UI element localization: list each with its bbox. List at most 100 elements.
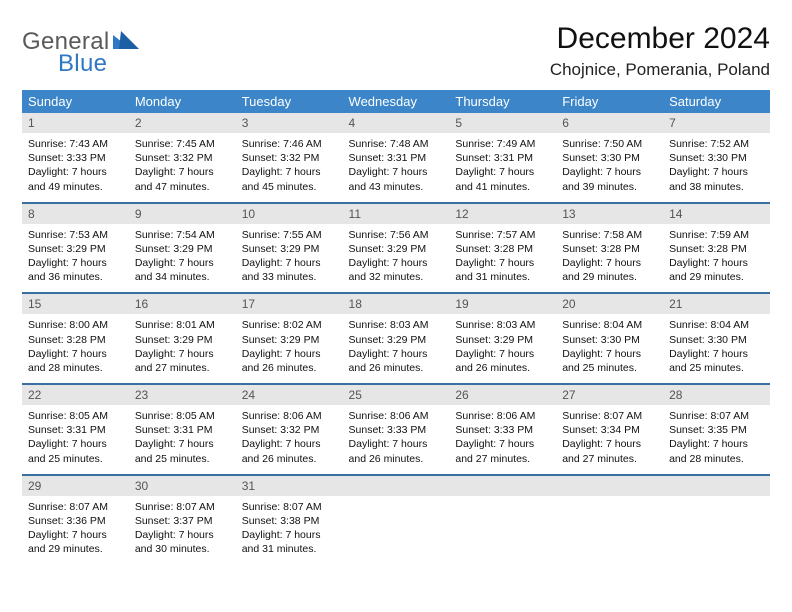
sunset-text: Sunset: 3:31 PM [28,423,123,437]
dh-sun: Sunday [22,90,129,113]
calendar-cell: 14Sunrise: 7:59 AMSunset: 3:28 PMDayligh… [663,203,770,294]
cell-body: Sunrise: 7:55 AMSunset: 3:29 PMDaylight:… [236,224,343,293]
calendar-cell: 1Sunrise: 7:43 AMSunset: 3:33 PMDaylight… [22,113,129,203]
daylight-text: Daylight: 7 hours and 38 minutes. [669,165,764,193]
day-number: 15 [22,294,129,314]
cell-body: Sunrise: 7:53 AMSunset: 3:29 PMDaylight:… [22,224,129,293]
brand-logo: General Blue [22,28,141,78]
calendar-cell [556,475,663,565]
sunrise-text: Sunrise: 7:46 AM [242,137,337,151]
daylight-text: Daylight: 7 hours and 45 minutes. [242,165,337,193]
sunrise-text: Sunrise: 7:52 AM [669,137,764,151]
daylight-text: Daylight: 7 hours and 30 minutes. [135,528,230,556]
calendar-week: 22Sunrise: 8:05 AMSunset: 3:31 PMDayligh… [22,384,770,475]
sunrise-text: Sunrise: 7:45 AM [135,137,230,151]
sunrise-text: Sunrise: 8:00 AM [28,318,123,332]
sunset-text: Sunset: 3:28 PM [562,242,657,256]
calendar-cell: 2Sunrise: 7:45 AMSunset: 3:32 PMDaylight… [129,113,236,203]
cell-body: Sunrise: 7:58 AMSunset: 3:28 PMDaylight:… [556,224,663,293]
day-number: 19 [449,294,556,314]
day-number: 23 [129,385,236,405]
cell-body: Sunrise: 7:59 AMSunset: 3:28 PMDaylight:… [663,224,770,293]
day-number: 13 [556,204,663,224]
day-number: 28 [663,385,770,405]
cell-body: Sunrise: 8:07 AMSunset: 3:37 PMDaylight:… [129,496,236,565]
day-header-row: Sunday Monday Tuesday Wednesday Thursday… [22,90,770,113]
calendar-cell: 28Sunrise: 8:07 AMSunset: 3:35 PMDayligh… [663,384,770,475]
cell-body: Sunrise: 7:50 AMSunset: 3:30 PMDaylight:… [556,133,663,202]
sunrise-text: Sunrise: 8:05 AM [135,409,230,423]
calendar-week: 8Sunrise: 7:53 AMSunset: 3:29 PMDaylight… [22,203,770,294]
sunset-text: Sunset: 3:29 PM [455,333,550,347]
daylight-text: Daylight: 7 hours and 28 minutes. [669,437,764,465]
cell-body: Sunrise: 8:03 AMSunset: 3:29 PMDaylight:… [343,314,450,383]
day-number: 22 [22,385,129,405]
day-number: 6 [556,113,663,133]
dh-mon: Monday [129,90,236,113]
cell-body: Sunrise: 8:03 AMSunset: 3:29 PMDaylight:… [449,314,556,383]
cell-body: Sunrise: 7:52 AMSunset: 3:30 PMDaylight:… [663,133,770,202]
calendar-week: 29Sunrise: 8:07 AMSunset: 3:36 PMDayligh… [22,475,770,565]
sunset-text: Sunset: 3:29 PM [242,242,337,256]
sunrise-text: Sunrise: 7:48 AM [349,137,444,151]
day-number: 18 [343,294,450,314]
sunset-text: Sunset: 3:29 PM [242,333,337,347]
calendar-cell: 19Sunrise: 8:03 AMSunset: 3:29 PMDayligh… [449,293,556,384]
daylight-text: Daylight: 7 hours and 25 minutes. [135,437,230,465]
calendar-cell [449,475,556,565]
calendar-cell: 21Sunrise: 8:04 AMSunset: 3:30 PMDayligh… [663,293,770,384]
cell-body: Sunrise: 8:07 AMSunset: 3:38 PMDaylight:… [236,496,343,565]
daylight-text: Daylight: 7 hours and 41 minutes. [455,165,550,193]
cell-body: Sunrise: 7:49 AMSunset: 3:31 PMDaylight:… [449,133,556,202]
daylight-text: Daylight: 7 hours and 36 minutes. [28,256,123,284]
sunset-text: Sunset: 3:30 PM [562,151,657,165]
calendar-cell: 6Sunrise: 7:50 AMSunset: 3:30 PMDaylight… [556,113,663,203]
daylight-text: Daylight: 7 hours and 26 minutes. [242,347,337,375]
calendar-table: Sunday Monday Tuesday Wednesday Thursday… [22,90,770,564]
day-number: 27 [556,385,663,405]
sunset-text: Sunset: 3:33 PM [349,423,444,437]
cell-body: Sunrise: 8:04 AMSunset: 3:30 PMDaylight:… [556,314,663,383]
cell-body: Sunrise: 8:05 AMSunset: 3:31 PMDaylight:… [129,405,236,474]
day-number: 5 [449,113,556,133]
sunset-text: Sunset: 3:29 PM [135,242,230,256]
sunset-text: Sunset: 3:33 PM [28,151,123,165]
sunset-text: Sunset: 3:28 PM [28,333,123,347]
sunrise-text: Sunrise: 7:55 AM [242,228,337,242]
daylight-text: Daylight: 7 hours and 25 minutes. [28,437,123,465]
cell-body: Sunrise: 7:57 AMSunset: 3:28 PMDaylight:… [449,224,556,293]
daylight-text: Daylight: 7 hours and 39 minutes. [562,165,657,193]
logo-triangle-icon [113,29,141,52]
day-number: 29 [22,476,129,496]
calendar-cell: 12Sunrise: 7:57 AMSunset: 3:28 PMDayligh… [449,203,556,294]
daylight-text: Daylight: 7 hours and 26 minutes. [242,437,337,465]
sunset-text: Sunset: 3:30 PM [669,333,764,347]
sunset-text: Sunset: 3:32 PM [135,151,230,165]
day-number: 14 [663,204,770,224]
day-number: 10 [236,204,343,224]
cell-body: Sunrise: 8:05 AMSunset: 3:31 PMDaylight:… [22,405,129,474]
calendar-cell: 16Sunrise: 8:01 AMSunset: 3:29 PMDayligh… [129,293,236,384]
cell-body: Sunrise: 7:43 AMSunset: 3:33 PMDaylight:… [22,133,129,202]
calendar-cell [663,475,770,565]
sunrise-text: Sunrise: 8:07 AM [562,409,657,423]
sunrise-text: Sunrise: 8:07 AM [135,500,230,514]
calendar-cell: 18Sunrise: 8:03 AMSunset: 3:29 PMDayligh… [343,293,450,384]
cell-body: Sunrise: 7:48 AMSunset: 3:31 PMDaylight:… [343,133,450,202]
sunset-text: Sunset: 3:38 PM [242,514,337,528]
day-number: 20 [556,294,663,314]
daylight-text: Daylight: 7 hours and 31 minutes. [242,528,337,556]
header: General Blue December 2024 Chojnice, Pom… [22,18,770,80]
sunset-text: Sunset: 3:34 PM [562,423,657,437]
daylight-text: Daylight: 7 hours and 26 minutes. [349,437,444,465]
sunrise-text: Sunrise: 8:05 AM [28,409,123,423]
daylight-text: Daylight: 7 hours and 28 minutes. [28,347,123,375]
cell-body: Sunrise: 7:54 AMSunset: 3:29 PMDaylight:… [129,224,236,293]
cell-body: Sunrise: 8:00 AMSunset: 3:28 PMDaylight:… [22,314,129,383]
cell-body [556,496,663,556]
day-number [663,476,770,496]
calendar-cell: 7Sunrise: 7:52 AMSunset: 3:30 PMDaylight… [663,113,770,203]
sunrise-text: Sunrise: 8:07 AM [669,409,764,423]
sunset-text: Sunset: 3:30 PM [669,151,764,165]
cell-body: Sunrise: 8:06 AMSunset: 3:32 PMDaylight:… [236,405,343,474]
